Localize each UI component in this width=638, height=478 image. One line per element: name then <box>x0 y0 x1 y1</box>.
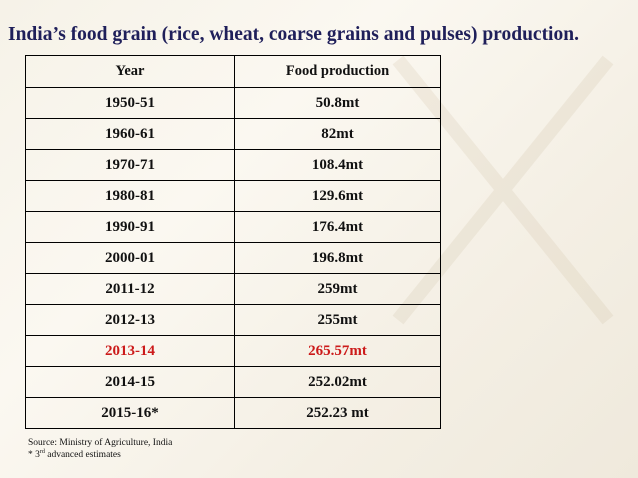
year-cell: 1980-81 <box>25 180 235 212</box>
year-cell: 1960-61 <box>25 118 235 150</box>
year-cell: 1970-71 <box>25 149 235 181</box>
table-row: 2015-16* 252.23 mt <box>25 397 441 429</box>
production-cell: 252.23 mt <box>234 397 441 429</box>
table-row: 2000-01 196.8mt <box>25 242 441 274</box>
production-cell: 176.4mt <box>234 211 441 243</box>
year-cell: 2013-14 <box>25 335 235 367</box>
estimate-ordinal: rd <box>39 448 45 455</box>
table-row: 2011-12 259mt <box>25 273 441 305</box>
production-cell: 252.02mt <box>234 366 441 398</box>
production-cell: 82mt <box>234 118 441 150</box>
food-production-table: Year Food production 1950-51 50.8mt 1960… <box>25 55 441 429</box>
year-cell: 2014-15 <box>25 366 235 398</box>
estimate-suffix: advanced estimates <box>44 450 121 460</box>
production-cell: 129.6mt <box>234 180 441 212</box>
production-cell: 265.57mt <box>234 335 441 367</box>
year-cell: 1990-91 <box>25 211 235 243</box>
table-row: 1950-51 50.8mt <box>25 87 441 119</box>
table-row: 1970-71 108.4mt <box>25 149 441 181</box>
table-row: 2012-13 255mt <box>25 304 441 336</box>
column-header-production: Food production <box>234 55 441 88</box>
estimate-prefix: * 3 <box>28 450 40 460</box>
table-row-highlighted: 2013-14 265.57mt <box>25 335 441 367</box>
year-cell: 1950-51 <box>25 87 235 119</box>
table-header-row: Year Food production <box>25 55 441 88</box>
production-cell: 196.8mt <box>234 242 441 274</box>
column-header-year: Year <box>25 55 235 88</box>
footnotes: Source: Ministry of Agriculture, India *… <box>28 437 172 461</box>
table-row: 2014-15 252.02mt <box>25 366 441 398</box>
year-cell: 2011-12 <box>25 273 235 305</box>
table-row: 1990-91 176.4mt <box>25 211 441 243</box>
table-row: 1980-81 129.6mt <box>25 180 441 212</box>
source-note: Source: Ministry of Agriculture, India <box>28 438 173 448</box>
slide-title: India’s food grain (rice, wheat, coarse … <box>8 24 579 45</box>
production-cell: 255mt <box>234 304 441 336</box>
year-cell: 2000-01 <box>25 242 235 274</box>
year-cell: 2015-16* <box>25 397 235 429</box>
production-cell: 108.4mt <box>234 149 441 181</box>
production-cell: 50.8mt <box>234 87 441 119</box>
year-cell: 2012-13 <box>25 304 235 336</box>
estimate-note: * 3rd advanced estimates <box>28 449 172 461</box>
production-cell: 259mt <box>234 273 441 305</box>
table-row: 1960-61 82mt <box>25 118 441 150</box>
